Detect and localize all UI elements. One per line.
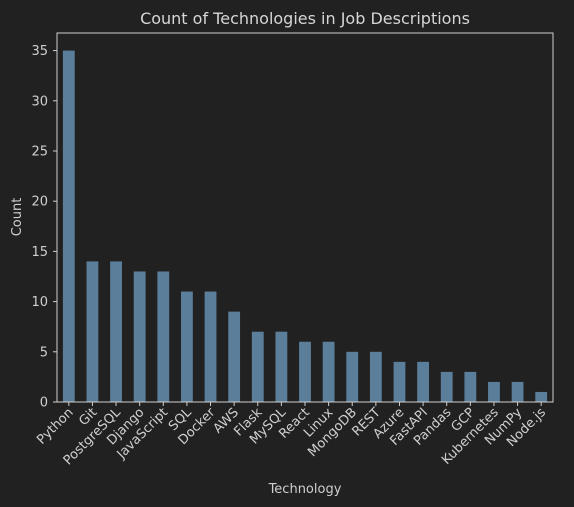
bar-node-js <box>535 391 548 402</box>
bar-kubernetes <box>488 381 500 402</box>
y-tick-label: 35 <box>31 44 48 59</box>
bar-fastapi <box>417 361 429 402</box>
y-axis-label: Count <box>10 198 25 237</box>
y-tick-label: 15 <box>31 245 48 260</box>
bar-react <box>299 341 311 402</box>
bar-docker <box>204 291 217 402</box>
bar-gcp <box>464 371 477 402</box>
y-tick-label: 0 <box>40 396 48 411</box>
y-tick-label: 5 <box>40 345 48 360</box>
y-tick-label: 20 <box>31 195 48 210</box>
bar-pandas <box>440 371 453 402</box>
y-tick-label: 10 <box>31 295 48 310</box>
x-tick-label: Python <box>34 405 76 447</box>
y-tick-label: 30 <box>31 94 48 109</box>
bar-mongodb <box>346 351 359 402</box>
bar-numpy <box>511 381 524 402</box>
bar-mysql <box>275 331 288 402</box>
bar-aws <box>228 311 241 402</box>
x-axis: Python GitPostgreSQLDjangoJavaScriptSQLDo… <box>34 402 549 468</box>
bar-sql <box>181 291 193 402</box>
bar-python <box>62 50 75 402</box>
chart-title: Count of Technologies in Job Description… <box>140 9 470 28</box>
plot-frame <box>56 32 554 403</box>
bar-azure <box>393 361 406 402</box>
y-tick-label: 25 <box>31 144 48 159</box>
y-axis: 0 5 10 15 20 25 30 35 <box>31 44 57 411</box>
bar-git <box>86 261 99 402</box>
bar-rest <box>369 351 382 402</box>
bar-linux <box>322 341 335 402</box>
bar-javascript <box>157 271 170 402</box>
bar-flask <box>251 331 264 402</box>
bar-django <box>133 271 146 402</box>
x-axis-label: Technology <box>268 482 342 497</box>
bar-postgresql <box>110 261 122 402</box>
bars-group <box>62 50 548 402</box>
